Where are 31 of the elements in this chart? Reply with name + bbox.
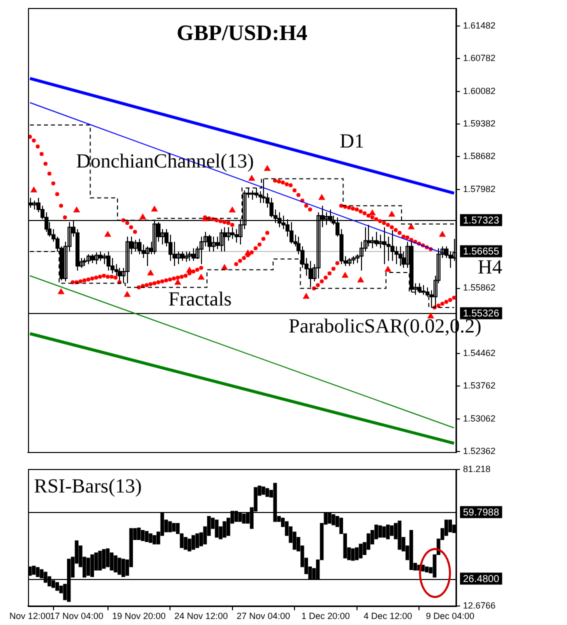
y-tick-label: 1.59382 (463, 118, 496, 129)
y-tick-label: 1.58682 (463, 151, 496, 162)
x-tick-label: 27 Nov 04:00 (236, 611, 290, 622)
text: H4 (478, 256, 502, 278)
y-tick-label: 1.54462 (463, 348, 496, 358)
x-tick-label: Nov 12:00 (9, 611, 50, 622)
text: GBP/USD:H4 (176, 20, 308, 46)
x-tick-label: 17 Nov 04:00 (50, 611, 104, 622)
y-tick-label: 1.53062 (463, 413, 496, 424)
ref-line-label: 1.57323 (463, 215, 500, 226)
x-tick-label: 4 Dec 12:00 (364, 611, 412, 622)
y-tick-label: 1.52362 (463, 446, 496, 456)
y-tick-label: 1.61482 (463, 20, 496, 31)
x-tick-label: 19 Nov 20:00 (112, 611, 166, 622)
y-tick-label: 1.60782 (463, 53, 496, 64)
x-tick-label: 9 Dec 04:00 (426, 611, 474, 622)
annotation: D1 (340, 130, 364, 152)
annotation: Fractals (168, 288, 232, 310)
y-tick-label: 1.60082 (463, 86, 496, 96)
y-tick-label: 1.55862 (463, 282, 496, 293)
ref-line-label: 26.4800 (463, 574, 500, 585)
y-tick-label: 1.53762 (463, 380, 496, 391)
ref-line-label: 59.7988 (463, 507, 500, 518)
x-tick-label: 1 Dec 20:00 (301, 611, 350, 622)
y-tick-label: 1.57982 (463, 184, 496, 194)
y-tick-label: 81.218 (463, 464, 491, 474)
ref-line-label: 1.55326 (463, 308, 500, 320)
x-tick-label: 24 Nov 12:00 (174, 611, 228, 622)
chart-title: RSI-Bars(13) (34, 476, 142, 498)
y-tick-label: 12.6766 (463, 600, 496, 611)
ref-line-label: 1.56655 (463, 246, 500, 258)
